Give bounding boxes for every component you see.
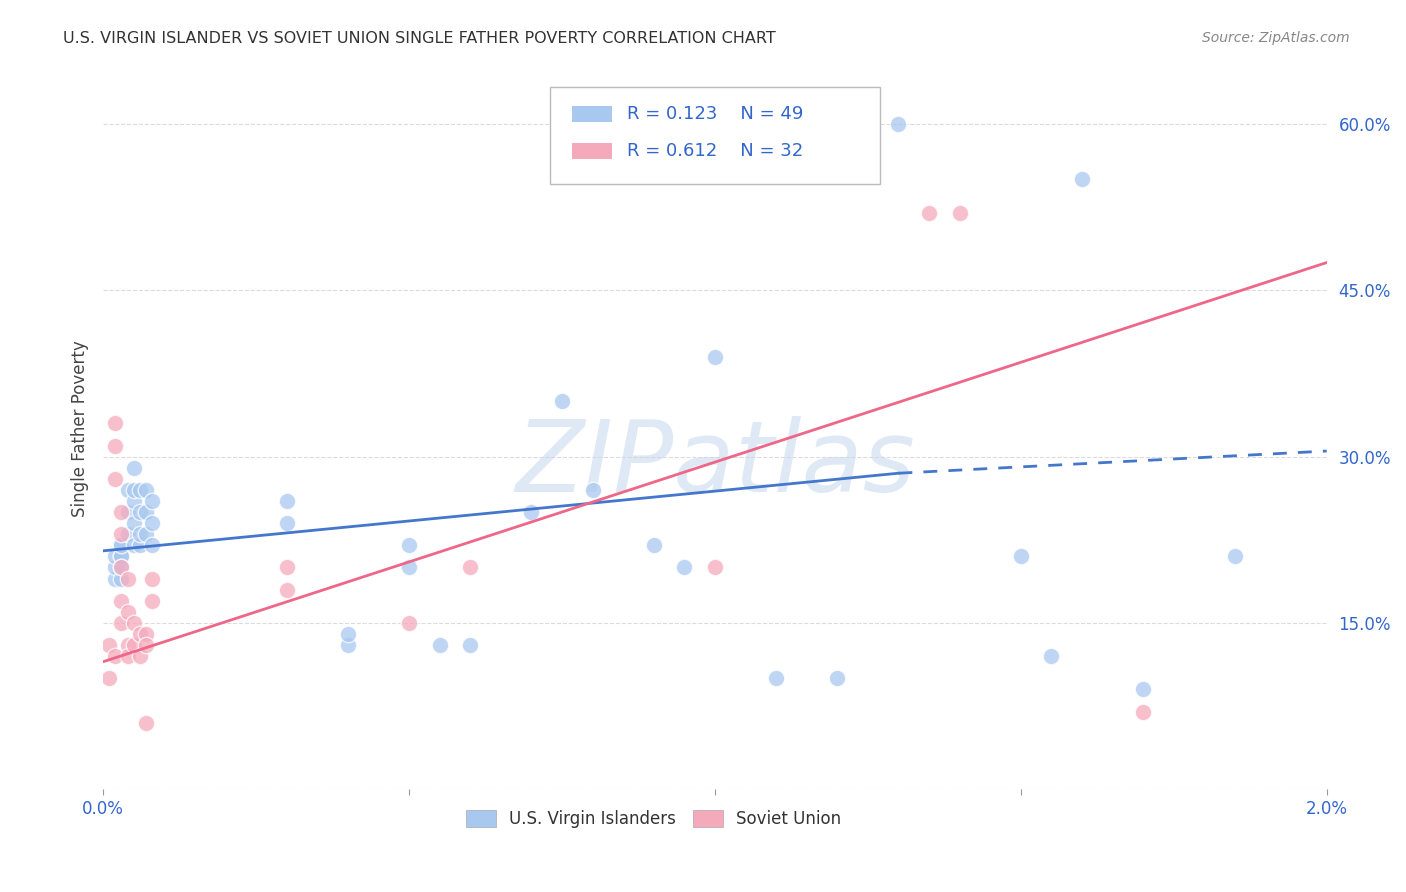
Point — [398, 615, 420, 630]
Point — [104, 649, 127, 664]
Point — [117, 527, 139, 541]
Point — [398, 560, 420, 574]
Bar — [572, 106, 612, 122]
Point — [122, 638, 145, 652]
Point — [117, 572, 139, 586]
Point — [135, 505, 157, 519]
Point — [122, 516, 145, 530]
Text: ZIPatlas: ZIPatlas — [515, 417, 915, 514]
Point — [643, 538, 665, 552]
Point — [1132, 682, 1154, 697]
Point — [104, 472, 127, 486]
Point — [673, 560, 696, 574]
Point — [1071, 172, 1094, 186]
Point — [128, 627, 150, 641]
Point — [135, 715, 157, 730]
Point — [336, 627, 359, 641]
Point — [122, 460, 145, 475]
Point — [104, 417, 127, 431]
Point — [110, 527, 132, 541]
Point — [128, 527, 150, 541]
Point — [122, 538, 145, 552]
Point — [110, 560, 132, 574]
Point — [336, 638, 359, 652]
Point — [104, 560, 127, 574]
Point — [458, 560, 481, 574]
Point — [141, 572, 163, 586]
Point — [110, 572, 132, 586]
Point — [110, 505, 132, 519]
Point — [703, 560, 725, 574]
Point — [141, 593, 163, 607]
Point — [141, 494, 163, 508]
Point — [276, 560, 298, 574]
Point — [117, 505, 139, 519]
Point — [104, 549, 127, 564]
Point — [110, 560, 132, 574]
Point — [825, 671, 848, 685]
Y-axis label: Single Father Poverty: Single Father Poverty — [72, 341, 89, 517]
Point — [117, 605, 139, 619]
Point — [98, 671, 121, 685]
Bar — [572, 144, 612, 160]
Point — [1223, 549, 1246, 564]
FancyBboxPatch shape — [550, 87, 880, 184]
Point — [128, 483, 150, 497]
Point — [135, 483, 157, 497]
Point — [1040, 649, 1063, 664]
Point — [949, 205, 972, 219]
Text: R = 0.612    N = 32: R = 0.612 N = 32 — [627, 143, 803, 161]
Point — [117, 638, 139, 652]
Point — [117, 483, 139, 497]
Point — [110, 549, 132, 564]
Point — [141, 516, 163, 530]
Point — [520, 505, 543, 519]
Point — [703, 350, 725, 364]
Point — [128, 649, 150, 664]
Point — [122, 494, 145, 508]
Point — [110, 538, 132, 552]
Point — [128, 505, 150, 519]
Text: R = 0.123    N = 49: R = 0.123 N = 49 — [627, 105, 803, 123]
Point — [110, 615, 132, 630]
Text: Source: ZipAtlas.com: Source: ZipAtlas.com — [1202, 31, 1350, 45]
Point — [276, 516, 298, 530]
Point — [110, 549, 132, 564]
Point — [98, 638, 121, 652]
Point — [122, 483, 145, 497]
Point — [429, 638, 451, 652]
Point — [1010, 549, 1032, 564]
Point — [458, 638, 481, 652]
Point — [765, 671, 787, 685]
Point — [276, 582, 298, 597]
Point — [398, 538, 420, 552]
Point — [104, 438, 127, 452]
Point — [918, 205, 941, 219]
Point — [135, 527, 157, 541]
Point — [1132, 705, 1154, 719]
Point — [581, 483, 603, 497]
Point — [122, 615, 145, 630]
Point — [887, 117, 910, 131]
Point — [128, 538, 150, 552]
Point — [110, 538, 132, 552]
Point — [110, 593, 132, 607]
Point — [104, 572, 127, 586]
Point — [551, 394, 574, 409]
Text: U.S. VIRGIN ISLANDER VS SOVIET UNION SINGLE FATHER POVERTY CORRELATION CHART: U.S. VIRGIN ISLANDER VS SOVIET UNION SIN… — [63, 31, 776, 46]
Legend: U.S. Virgin Islanders, Soviet Union: U.S. Virgin Islanders, Soviet Union — [460, 804, 848, 835]
Point — [276, 494, 298, 508]
Point — [117, 649, 139, 664]
Point — [141, 538, 163, 552]
Point — [135, 627, 157, 641]
Point — [135, 638, 157, 652]
